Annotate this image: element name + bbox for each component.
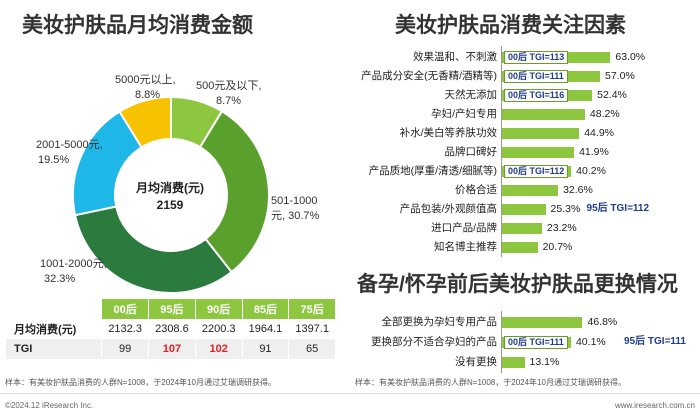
- bar-category-label: 产品成分安全(无香精/酒精等): [361, 70, 497, 82]
- table-header-row: 00后 95后 90后 85后 75后: [4, 299, 335, 319]
- tgi-annotation: 00后 TGI=116: [504, 89, 569, 102]
- bar-value-label: 40.1%: [575, 336, 606, 348]
- table-cell: 1397.1: [288, 319, 335, 339]
- bar-category-label: 产品包装/外观颜值高: [399, 203, 497, 215]
- table-cell: 2132.3: [101, 319, 149, 339]
- donut-label-2001-5000: 2001-5000元, 19.5%: [36, 139, 103, 166]
- switch-chart-title: 备孕/怀孕前后美妆护肤品更换情况: [357, 273, 678, 296]
- left-sample-note: 样本：有美妆护肤品消费的人群N=1008，于2024年10月通过艾瑞调研获得。: [5, 378, 276, 387]
- bar-value-label: 40.2%: [576, 165, 606, 177]
- bar-category-label: 效果温和、不刺激: [413, 51, 497, 63]
- table-cell: 99: [101, 339, 149, 359]
- tgi-annotation: 95后 TGI=112: [586, 203, 650, 214]
- table-cell: 2200.3: [194, 319, 243, 339]
- table-row: TGI 99 107 102 91 65: [4, 339, 335, 359]
- bar-category-label: 进口产品/品牌: [431, 222, 497, 234]
- table-cell: 1964.1: [241, 319, 289, 339]
- table-header-cell: 85后: [241, 299, 289, 319]
- tgi-annotation: 00后 TGI=111: [504, 336, 568, 349]
- table-cell-highlight: 107: [148, 339, 196, 359]
- table-header-cell: 90后: [194, 299, 243, 319]
- bar-mark: [502, 357, 525, 368]
- bar-value-label: 20.7%: [542, 241, 573, 253]
- table-cell: 65: [288, 339, 335, 359]
- footer-copyright: ©2024.12 iResearch Inc.: [5, 401, 94, 410]
- donut-slice-1001-2000: [73, 205, 233, 294]
- table-header-cell: 75后: [288, 299, 335, 319]
- tgi-annotation: 95后 TGI=111: [624, 336, 686, 347]
- bar-value-label: 63.0%: [615, 51, 646, 63]
- bar-mark: [502, 147, 575, 158]
- bar-mark: [502, 317, 583, 328]
- donut-slice-501-1000: [198, 109, 270, 274]
- donut-center-label: 月均消费(元): [136, 181, 204, 195]
- bar-category-label: 天然无添加: [444, 89, 498, 101]
- footer-website: www.iresearch.com.cn: [614, 401, 695, 410]
- tgi-annotation: 00后 TGI=112: [504, 165, 569, 178]
- right-sample-note: 样本：有美妆护肤品消费的人群N=1008，于2024年10月通过艾瑞调研获得。: [355, 378, 626, 387]
- bar-mark: [502, 185, 559, 196]
- table-cell: 2308.6: [148, 319, 196, 339]
- table-row-label: 月均消费(元): [4, 319, 102, 339]
- bar-category-label: 知名博主推荐: [434, 241, 497, 253]
- left-chart-title: 美妆护肤品月均消费金额: [22, 14, 253, 37]
- bar-category-label: 没有更换: [455, 356, 497, 368]
- bar-category-label: 品牌口碑好: [444, 146, 498, 158]
- bar-value-label: 46.8%: [587, 316, 618, 328]
- table-row: 月均消费(元) 2132.3 2308.6 2200.3 1964.1 1397…: [4, 319, 335, 339]
- table-cell-highlight: 102: [194, 339, 243, 359]
- donut-label-501-1000: 501-1000 元, 30.7%: [271, 195, 320, 222]
- bar-axis-line: [501, 46, 502, 257]
- bar-mark: [502, 242, 538, 253]
- bar-mark: [502, 128, 580, 139]
- donut-center-value: 2159: [156, 198, 184, 212]
- bar-value-label: 23.2%: [546, 222, 577, 234]
- bar-value-label: 41.9%: [579, 146, 609, 158]
- donut-label-500-below: 500元及以下, 8.7%: [196, 80, 262, 107]
- generation-stats-table: 00后 95后 90后 85后 75后 月均消费(元) 2132.3 2308.…: [4, 299, 335, 359]
- bar-category-label: 价格合适: [455, 184, 497, 196]
- bar-category-label: 全部更换为孕妇专用产品: [381, 316, 498, 328]
- table-cell: 91: [241, 339, 289, 359]
- table-header-cell: 00后: [101, 299, 149, 319]
- factors-chart-title: 美妆护肤品消费关注因素: [395, 14, 626, 37]
- bar-mark: [502, 223, 542, 234]
- bar-value-label: 13.1%: [529, 356, 560, 368]
- footer-divider: [0, 393, 700, 394]
- tgi-annotation: 00后 TGI=111: [504, 70, 568, 83]
- bar-value-label: 25.3%: [550, 203, 581, 215]
- bar-axis-line: [501, 311, 502, 373]
- bar-value-label: 48.2%: [589, 108, 620, 120]
- bar-category-label: 产品质地(厚重/清透/细腻等): [368, 165, 497, 177]
- bar-category-label: 孕妇/产妇专用: [431, 108, 497, 120]
- donut-label-5000-above: 5000元以上, 8.8%: [115, 74, 176, 101]
- bar-value-label: 44.9%: [584, 127, 614, 139]
- table-row-label: TGI: [4, 339, 102, 359]
- bar-mark: [502, 204, 546, 215]
- donut-center: 月均消费(元) 2159: [120, 179, 220, 212]
- donut-slice-5000-above: [118, 95, 172, 149]
- tgi-annotation: 00后 TGI=113: [504, 51, 569, 64]
- donut-label-1001-2000: 1001-2000元, 32.3%: [40, 258, 107, 285]
- table-header-cell: [4, 299, 102, 319]
- bar-category-label: 更换部分不适合孕妇的产品: [371, 336, 497, 348]
- bar-category-label: 补水/美白等养肤功效: [399, 127, 497, 139]
- bar-value-label: 57.0%: [605, 70, 635, 82]
- table-header-cell: 95后: [148, 299, 196, 319]
- bar-value-label: 32.6%: [563, 184, 593, 196]
- bar-mark: [502, 109, 585, 120]
- bar-value-label: 52.4%: [597, 89, 627, 101]
